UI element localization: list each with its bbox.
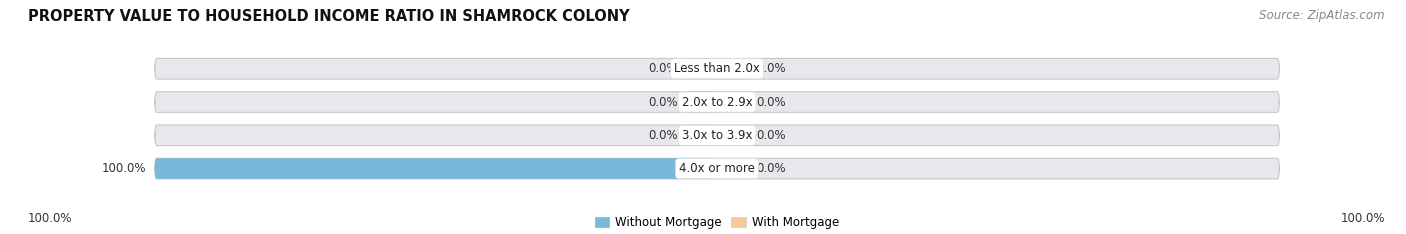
FancyBboxPatch shape xyxy=(717,58,748,79)
FancyBboxPatch shape xyxy=(717,125,748,146)
FancyBboxPatch shape xyxy=(155,58,1279,79)
Text: 0.0%: 0.0% xyxy=(756,129,786,142)
Text: PROPERTY VALUE TO HOUSEHOLD INCOME RATIO IN SHAMROCK COLONY: PROPERTY VALUE TO HOUSEHOLD INCOME RATIO… xyxy=(28,9,630,24)
FancyBboxPatch shape xyxy=(686,125,717,146)
Text: 100.0%: 100.0% xyxy=(1340,212,1385,225)
FancyBboxPatch shape xyxy=(155,158,1279,179)
FancyBboxPatch shape xyxy=(155,92,1279,112)
Text: Less than 2.0x: Less than 2.0x xyxy=(673,62,761,75)
Text: 0.0%: 0.0% xyxy=(648,62,678,75)
Text: 100.0%: 100.0% xyxy=(28,212,73,225)
Legend: Without Mortgage, With Mortgage: Without Mortgage, With Mortgage xyxy=(591,212,844,234)
Text: 2.0x to 2.9x: 2.0x to 2.9x xyxy=(682,95,752,109)
Text: 0.0%: 0.0% xyxy=(756,62,786,75)
Text: 0.0%: 0.0% xyxy=(648,95,678,109)
Text: Source: ZipAtlas.com: Source: ZipAtlas.com xyxy=(1260,9,1385,22)
Text: 4.0x or more: 4.0x or more xyxy=(679,162,755,175)
Text: 0.0%: 0.0% xyxy=(756,162,786,175)
FancyBboxPatch shape xyxy=(717,158,748,179)
Text: 3.0x to 3.9x: 3.0x to 3.9x xyxy=(682,129,752,142)
Text: 100.0%: 100.0% xyxy=(101,162,146,175)
Text: 0.0%: 0.0% xyxy=(756,95,786,109)
FancyBboxPatch shape xyxy=(155,158,717,179)
Text: 0.0%: 0.0% xyxy=(648,129,678,142)
FancyBboxPatch shape xyxy=(155,125,1279,146)
FancyBboxPatch shape xyxy=(717,92,748,112)
FancyBboxPatch shape xyxy=(686,58,717,79)
FancyBboxPatch shape xyxy=(686,92,717,112)
